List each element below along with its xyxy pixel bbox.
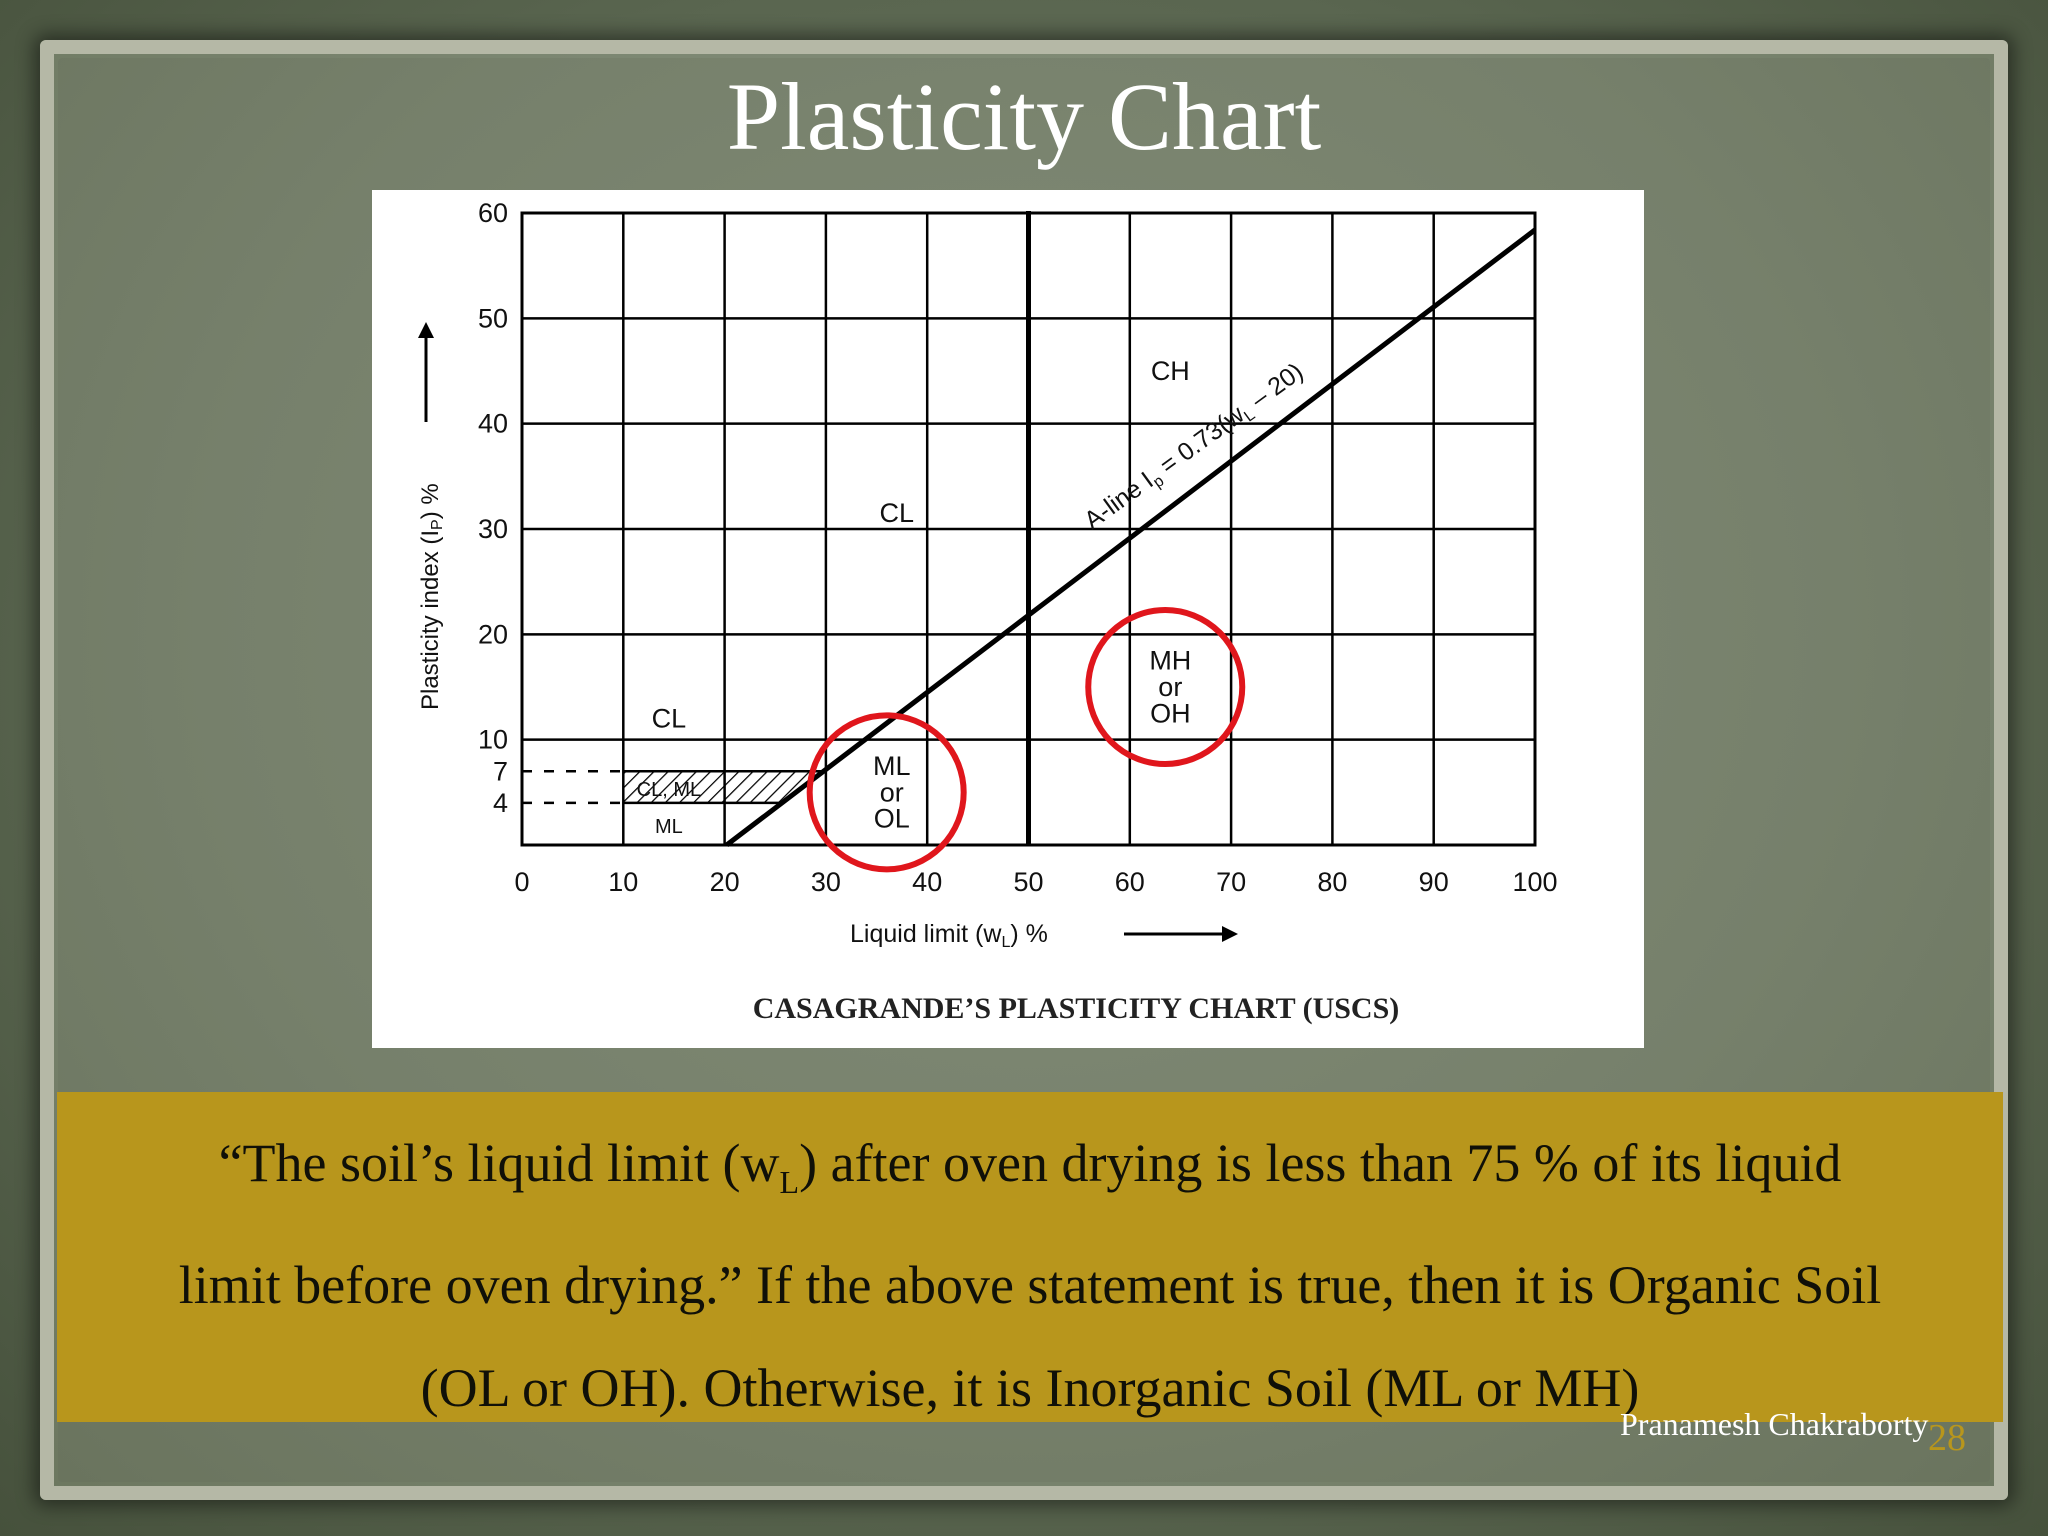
- caption-line-3: (OL or OH). Otherwise, it is Inorganic S…: [420, 1357, 1640, 1418]
- chart-image: CH CL CL CL, ML ML ML or OL MH or OH 0 10 20 30 40 50 60…: [372, 190, 1644, 1048]
- x-tick-label: 60: [1115, 867, 1145, 897]
- caption-line-1: “The soil’s liquid limit (wL) after oven…: [218, 1133, 1842, 1200]
- caption-line-2: limit before oven drying.” If the above …: [178, 1254, 1882, 1315]
- x-tick-label: 20: [710, 867, 740, 897]
- y-tick-label: 60: [478, 198, 508, 228]
- highlight-circles: [806, 607, 1246, 873]
- zone-label: CL: [652, 704, 687, 734]
- y-tick-label: 50: [478, 303, 508, 333]
- y-tick-label: 10: [478, 725, 508, 755]
- x-tick-label: 80: [1317, 867, 1347, 897]
- y-tick-label: 4: [493, 788, 508, 818]
- a-line: [725, 227, 1537, 847]
- y-tick-label: 40: [478, 409, 508, 439]
- zone-label: CH: [1151, 356, 1190, 386]
- y-tick-label: 20: [478, 619, 508, 649]
- x-axis-arrow-icon: [1124, 926, 1238, 942]
- zone-label: ML: [873, 751, 911, 781]
- x-tick-label: 0: [514, 867, 529, 897]
- x-tick-label: 40: [912, 867, 942, 897]
- chart-lines: [725, 211, 1537, 847]
- y-axis-label: Plasticity index (IP) %: [417, 483, 446, 710]
- x-tick-label: 70: [1216, 867, 1246, 897]
- caption-text: “The soil’s liquid limit (wL) after oven…: [60, 1112, 2000, 1440]
- hatch-fill: [623, 771, 822, 803]
- a-line-label: A-line Ip = 0.73(wL – 20): [1079, 358, 1310, 538]
- zone-label: OH: [1150, 698, 1191, 728]
- page-number: 28: [1928, 1417, 1966, 1459]
- x-tick-label: 90: [1419, 867, 1449, 897]
- zone-label: or: [1158, 672, 1182, 702]
- caption-banner: [57, 1092, 2003, 1422]
- author-name: Pranamesh Chakraborty: [1620, 1406, 1929, 1442]
- slide-title: Plasticity Chart: [726, 63, 1322, 170]
- x-axis-label: Liquid limit (wL) %: [850, 920, 1048, 951]
- y-tick-label: 7: [493, 756, 508, 786]
- x-tick-label: 10: [608, 867, 638, 897]
- highlight-circle-2: [1085, 607, 1246, 767]
- highlight-circle-1: [806, 712, 967, 873]
- cl-ml-hatch-zone: [623, 771, 822, 803]
- zone-label: ML: [655, 816, 683, 838]
- x-tick-label: 50: [1013, 867, 1043, 897]
- zone-label: OL: [874, 804, 910, 834]
- chart-title: CASAGRANDE’S PLASTICITY CHART (USCS): [753, 992, 1400, 1025]
- zone-label: CL: [880, 498, 915, 528]
- x-tick-label: 100: [1512, 867, 1557, 897]
- x-tick-label: 30: [811, 867, 841, 897]
- zone-label: or: [880, 777, 904, 807]
- y-axis-arrow-icon: [418, 322, 434, 422]
- zone-label: CL, ML: [637, 779, 701, 801]
- y-tick-label: 30: [478, 514, 508, 544]
- zone-label: MH: [1149, 646, 1191, 676]
